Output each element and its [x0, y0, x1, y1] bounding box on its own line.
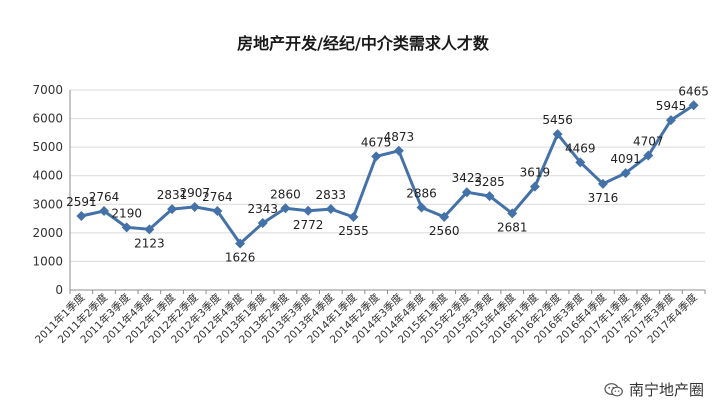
data-point	[416, 202, 427, 213]
data-point	[688, 100, 699, 111]
data-point	[461, 187, 472, 198]
data-label: 2860	[270, 187, 301, 201]
data-point	[167, 204, 178, 215]
data-label: 3619	[520, 166, 551, 180]
data-label: 2886	[406, 187, 437, 201]
data-point	[507, 208, 518, 219]
data-point	[371, 151, 382, 162]
y-tick-label: 2000	[32, 226, 63, 240]
data-label: 2907	[179, 186, 210, 200]
chart-title: 房地产开发/经纪/中介类需求人才数	[237, 34, 489, 53]
data-point	[575, 157, 586, 168]
data-label: 1626	[225, 251, 256, 265]
watermark: 南宁地产圈	[604, 379, 704, 400]
data-label: 2560	[429, 224, 460, 238]
y-tick-label: 3000	[32, 197, 63, 211]
data-label: 2772	[293, 218, 324, 232]
data-label: 2123	[134, 236, 165, 250]
data-label: 2681	[497, 220, 528, 234]
data-label: 4469	[565, 141, 596, 155]
data-label: 2831	[157, 188, 188, 202]
data-label: 3716	[588, 191, 619, 205]
watermark-text: 南宁地产圈	[628, 381, 704, 399]
y-tick-label: 5000	[32, 140, 63, 154]
data-label: 2555	[338, 224, 369, 238]
data-label: 3422	[452, 171, 483, 185]
data-point	[235, 238, 246, 249]
data-label: 2764	[202, 190, 233, 204]
data-point	[144, 224, 155, 235]
data-label: 4873	[384, 130, 415, 144]
y-tick-label: 7000	[32, 83, 63, 97]
data-point	[439, 211, 450, 222]
data-label: 5456	[542, 113, 573, 127]
data-point	[76, 210, 87, 221]
data-point	[325, 204, 336, 215]
data-point	[212, 206, 223, 217]
data-point	[620, 168, 631, 179]
data-label: 4707	[633, 135, 664, 149]
data-point	[393, 145, 404, 156]
wechat-icon	[604, 382, 623, 396]
data-point	[529, 181, 540, 192]
data-label: 2190	[111, 206, 142, 220]
data-point	[348, 212, 359, 222]
data-label: 4091	[610, 152, 641, 166]
data-point	[189, 201, 200, 212]
data-point	[552, 129, 563, 140]
y-tick-label: 4000	[32, 169, 63, 183]
data-label: 2833	[316, 188, 347, 202]
data-point	[121, 222, 132, 233]
data-label: 6465	[678, 84, 709, 98]
y-tick-label: 1000	[32, 254, 63, 268]
data-point	[280, 203, 291, 214]
data-label: 2764	[89, 190, 120, 204]
data-label: 3285	[474, 175, 505, 189]
series-line	[80, 104, 695, 245]
data-point	[643, 150, 654, 161]
data-point	[665, 115, 676, 126]
data-label: 2343	[247, 202, 278, 216]
data-point	[484, 191, 495, 202]
data-point	[597, 178, 608, 189]
y-tick-label: 6000	[32, 112, 63, 126]
data-label: 4675	[361, 135, 392, 149]
data-point	[99, 206, 110, 217]
data-label: 5945	[656, 99, 687, 113]
data-point	[303, 205, 314, 216]
y-tick-label: 0	[55, 283, 63, 297]
data-label: 2591	[66, 195, 97, 209]
data-point	[257, 218, 268, 229]
